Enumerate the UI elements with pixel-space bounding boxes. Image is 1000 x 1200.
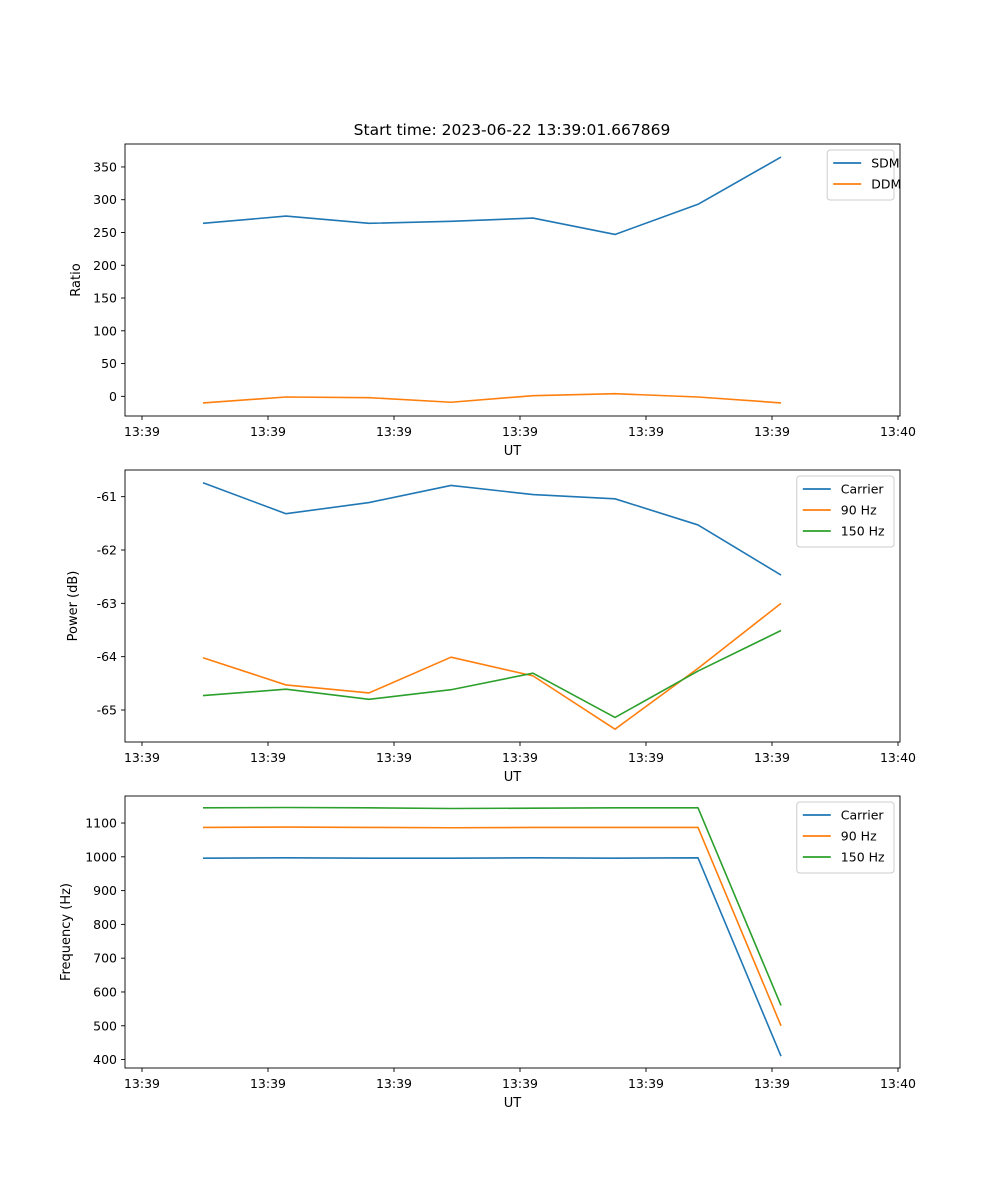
x-tick-label: 13:39 bbox=[754, 750, 790, 765]
series-line-2-3 bbox=[202, 629, 782, 719]
legend-label: 90 Hz bbox=[841, 829, 877, 844]
x-tick-label: 13:39 bbox=[754, 424, 790, 439]
axes-frame bbox=[124, 795, 901, 1069]
y-tick-label: 0 bbox=[109, 389, 117, 404]
x-tick-label: 13:39 bbox=[250, 1076, 286, 1091]
x-tick-label: 13:39 bbox=[124, 750, 160, 765]
y-axis-label: Frequency (Hz) bbox=[59, 883, 74, 981]
axes-frame bbox=[124, 143, 901, 417]
x-tick-label: 13:39 bbox=[250, 750, 286, 765]
legend: Carrier 90 Hz 150 Hz bbox=[796, 475, 895, 548]
x-tick-label: 13:39 bbox=[628, 750, 664, 765]
y-tick-label: 1100 bbox=[85, 816, 117, 831]
series-line-2-1 bbox=[202, 482, 782, 576]
x-tick-label: 13:39 bbox=[124, 424, 160, 439]
y-tick-label: 200 bbox=[93, 258, 117, 273]
x-tick-label: 13:39 bbox=[376, 424, 412, 439]
y-tick-label: 1000 bbox=[85, 849, 117, 864]
y-tick-label: -65 bbox=[97, 703, 117, 718]
figure-title: Start time: 2023-06-22 13:39:01.667869 bbox=[354, 121, 671, 139]
y-tick-label: 700 bbox=[93, 951, 117, 966]
x-axis-label: UT bbox=[504, 444, 522, 459]
y-tick-label: 400 bbox=[93, 1052, 117, 1067]
x-tick-label: 13:39 bbox=[124, 1076, 160, 1091]
x-tick-label: 13:39 bbox=[250, 424, 286, 439]
y-tick-label: 500 bbox=[93, 1018, 117, 1033]
x-tick-label: 13:39 bbox=[628, 1076, 664, 1091]
y-tick-label: 100 bbox=[93, 323, 117, 338]
legend-label: 150 Hz bbox=[841, 524, 885, 539]
x-tick-label: 13:39 bbox=[754, 1076, 790, 1091]
legend-box bbox=[796, 801, 895, 874]
chart-panel-2: -65 -64 -63 -62 -61 13:39 13:39 13:39 13:39 13:39… bbox=[66, 469, 916, 785]
x-tick-label: 13:39 bbox=[502, 424, 538, 439]
legend: Carrier 90 Hz 150 Hz bbox=[796, 801, 895, 874]
y-axis-label: Power (dB) bbox=[66, 571, 81, 642]
y-tick-label: 300 bbox=[93, 192, 117, 207]
x-tick-label: 13:40 bbox=[880, 750, 916, 765]
y-tick-label: -61 bbox=[97, 489, 117, 504]
chart-panel-1: 0 50 100 150 200 250 300 350 13:39 13:39 13:39 13:3… bbox=[69, 143, 916, 459]
y-tick-label: 50 bbox=[101, 356, 117, 371]
chart-panel-3: 400 500 600 700 800 900 1000 1100 13:39 13:39 13:3… bbox=[59, 795, 916, 1111]
x-tick-label: 13:39 bbox=[628, 424, 664, 439]
y-tick-label: 150 bbox=[93, 291, 117, 306]
series-line-1-1 bbox=[202, 156, 782, 236]
legend-label: 150 Hz bbox=[841, 850, 885, 865]
x-tick-label: 13:39 bbox=[502, 1076, 538, 1091]
y-tick-label: -64 bbox=[97, 649, 117, 664]
series-line-3-3 bbox=[202, 806, 782, 1006]
legend-label: Carrier bbox=[841, 482, 885, 497]
y-tick-label: -63 bbox=[97, 596, 117, 611]
legend-label: 90 Hz bbox=[841, 503, 877, 518]
series-line-3-1 bbox=[202, 857, 782, 1057]
x-tick-label: 13:39 bbox=[502, 750, 538, 765]
y-tick-label: 800 bbox=[93, 917, 117, 932]
legend-box bbox=[796, 475, 895, 548]
y-tick-label: 900 bbox=[93, 883, 117, 898]
y-tick-label: 350 bbox=[93, 159, 117, 174]
x-axis-label: UT bbox=[504, 1096, 522, 1111]
y-axis-label: Ratio bbox=[69, 263, 84, 296]
x-tick-label: 13:39 bbox=[376, 750, 412, 765]
y-tick-label: 600 bbox=[93, 984, 117, 999]
x-tick-label: 13:40 bbox=[880, 424, 916, 439]
x-axis-label: UT bbox=[504, 770, 522, 785]
x-tick-label: 13:40 bbox=[880, 1076, 916, 1091]
series-line-1-2 bbox=[202, 392, 782, 404]
x-tick-label: 13:39 bbox=[376, 1076, 412, 1091]
legend-label: DDM bbox=[871, 177, 901, 192]
y-tick-label: -62 bbox=[97, 543, 117, 558]
series-line-2-2 bbox=[202, 602, 782, 731]
series-line-3-2 bbox=[202, 826, 782, 1027]
legend: SDM DDM bbox=[826, 149, 901, 201]
legend-label: Carrier bbox=[841, 808, 885, 823]
y-tick-label: 250 bbox=[93, 225, 117, 240]
legend-label: SDM bbox=[871, 156, 899, 171]
axes-frame bbox=[124, 469, 901, 743]
panels: 0 50 100 150 200 250 300 350 13:39 13:39 13:39 13:3… bbox=[59, 143, 916, 1111]
